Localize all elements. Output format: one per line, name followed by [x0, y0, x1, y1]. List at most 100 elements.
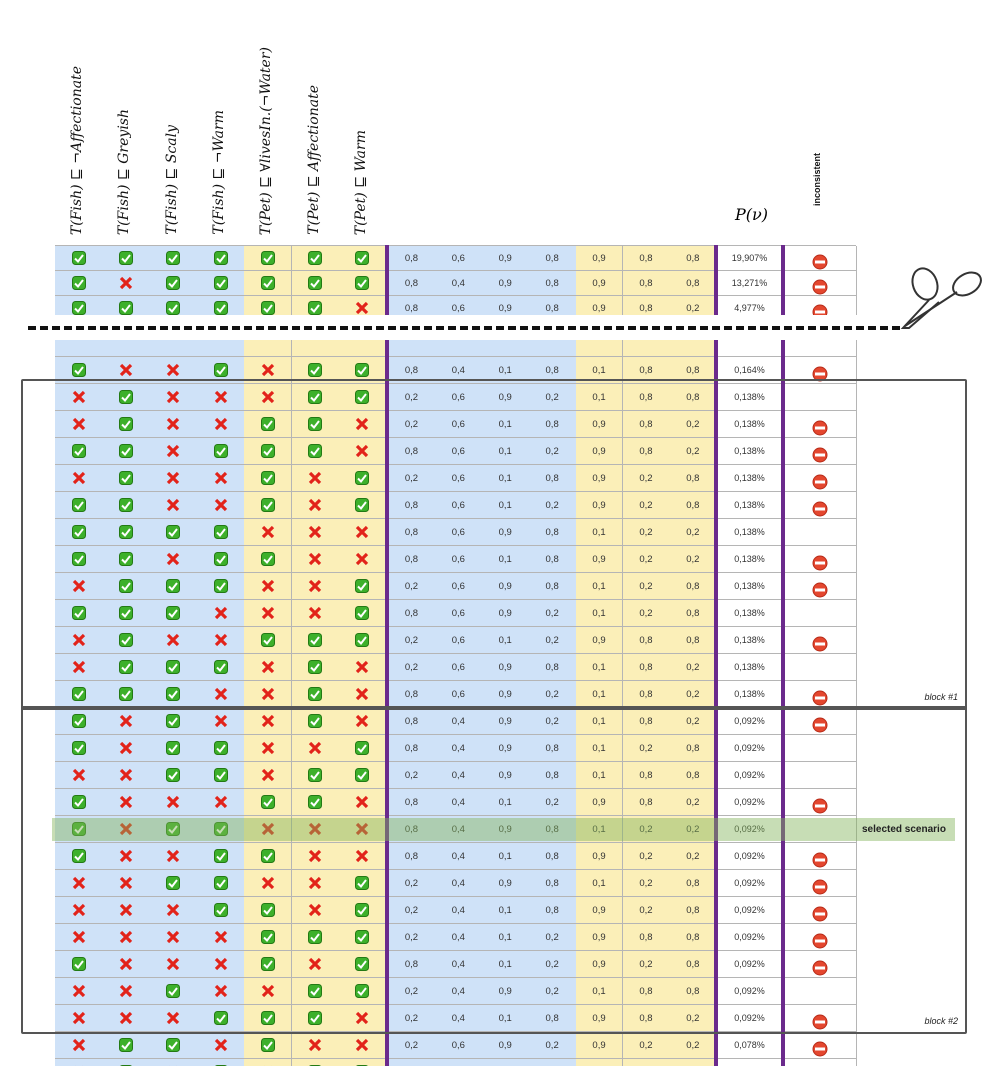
weight: 0,4 [451, 364, 465, 376]
cell [55, 870, 104, 897]
icon-shape [213, 903, 228, 917]
cell [244, 296, 293, 315]
check-icon [213, 301, 228, 315]
weight: 0,2 [639, 904, 653, 916]
cell: 0,1 [575, 978, 624, 1005]
cell: 0,6 [434, 246, 483, 271]
cell [55, 600, 104, 627]
weight: 0,9 [498, 252, 512, 264]
cell: 0,9 [575, 492, 624, 519]
icon-shape [72, 984, 85, 998]
check-icon [308, 417, 323, 431]
weight: 0,8 [639, 418, 653, 430]
cell [149, 546, 198, 573]
weight: 0,9 [498, 277, 512, 289]
cell [102, 519, 151, 546]
icon-shape [215, 555, 226, 565]
icon-shape [263, 1041, 273, 1051]
icon-shape [261, 741, 274, 755]
cell [149, 951, 198, 978]
icon-shape [166, 822, 181, 836]
check-icon [166, 251, 181, 265]
cell [244, 843, 293, 870]
weight: 0,4 [451, 277, 465, 289]
icon-shape [214, 498, 227, 512]
icon-shape [263, 555, 273, 565]
cell: 0,8 [669, 924, 718, 951]
icon-shape [214, 471, 227, 485]
check-icon [355, 984, 370, 998]
inconsistent-icon [812, 852, 828, 868]
icon-shape [168, 528, 179, 538]
icon-shape [309, 606, 322, 620]
icon-shape [214, 930, 227, 944]
weight: 0,2 [639, 823, 653, 835]
check-icon [260, 795, 275, 809]
weight: 0,2 [545, 607, 559, 619]
icon-shape [167, 957, 180, 971]
cell [291, 1032, 340, 1059]
icon-shape [814, 507, 825, 511]
icon-shape [214, 1038, 227, 1052]
check-icon [260, 417, 275, 431]
weight: 0,2 [686, 302, 700, 314]
cell [55, 708, 104, 735]
icon-shape [814, 260, 825, 264]
cell: 0,9 [575, 246, 624, 271]
icon-shape [263, 304, 273, 314]
weight: 0,6 [451, 302, 465, 314]
icon-shape [814, 426, 825, 430]
weight: 0,8 [686, 277, 700, 289]
icon-shape [214, 795, 227, 809]
cell [102, 438, 151, 465]
weight: 0,8 [686, 904, 700, 916]
icon-shape [119, 849, 133, 863]
check-icon [118, 444, 133, 458]
weight: 0,1 [498, 850, 512, 862]
icon-shape [814, 588, 825, 592]
icon-shape [356, 525, 369, 539]
cell: 0,2 [388, 762, 436, 789]
icon-shape [214, 606, 227, 620]
icon-shape [356, 1038, 369, 1052]
icon-shape [214, 390, 227, 404]
check-icon [213, 552, 228, 566]
icon-shape [168, 279, 179, 289]
cell: 0,2 [388, 1032, 436, 1059]
cell [783, 627, 857, 654]
cell: 0,9 [575, 271, 624, 296]
cell: 0,1 [575, 654, 624, 681]
icon-shape [72, 1038, 85, 1052]
check-icon [213, 363, 228, 377]
icon-shape [309, 741, 322, 755]
cell [102, 627, 151, 654]
cell [196, 492, 246, 519]
scissors-shape [900, 267, 982, 329]
weight: 0,1 [592, 391, 606, 403]
weight: 0,9 [592, 904, 606, 916]
check-icon [166, 984, 181, 998]
cross-icon [214, 606, 228, 620]
cross-icon [119, 714, 133, 728]
icon-shape [118, 606, 133, 620]
cell [196, 978, 246, 1005]
probability: 0,138% [734, 689, 765, 699]
cross-icon [214, 687, 228, 701]
icon-shape [812, 1014, 827, 1030]
cell: 0,6 [434, 465, 483, 492]
cross-icon [166, 1011, 180, 1025]
cell: 0,2 [622, 870, 671, 897]
cell: 0,092% [716, 735, 784, 762]
cross-icon [355, 849, 369, 863]
cell [528, 340, 577, 357]
cell [149, 978, 198, 1005]
cell: 0,1 [575, 600, 624, 627]
cell [244, 897, 293, 924]
icon-shape [167, 552, 180, 566]
icon-shape [309, 498, 322, 512]
check-icon [166, 1038, 181, 1052]
cell: 0,8 [669, 1059, 718, 1066]
cell [196, 465, 246, 492]
icon-shape [71, 714, 86, 728]
cell [149, 897, 198, 924]
